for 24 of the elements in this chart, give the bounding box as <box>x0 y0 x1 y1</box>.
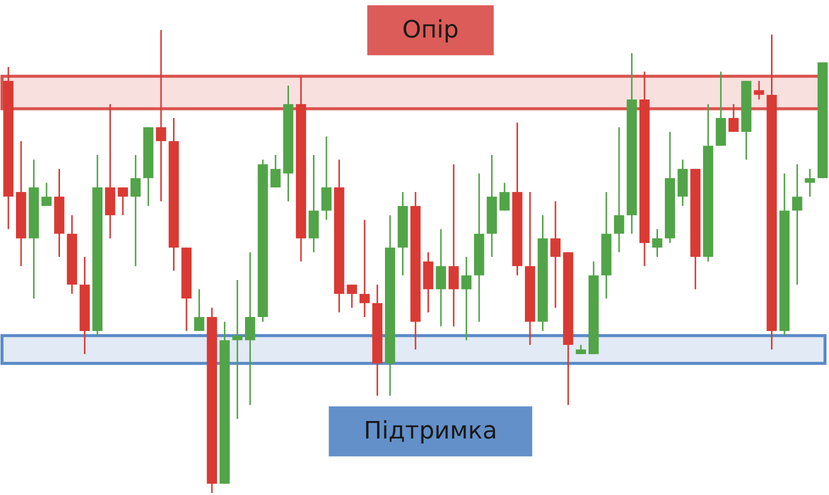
candlestick <box>130 154 141 267</box>
candlestick <box>804 168 816 198</box>
candlestick <box>652 228 662 258</box>
candlestick <box>614 126 624 253</box>
candlestick <box>346 284 357 309</box>
candlestick <box>156 29 166 202</box>
band-label: Опір <box>402 16 459 44</box>
candlestick <box>118 186 128 216</box>
candlestick <box>41 182 52 207</box>
candlestick <box>792 164 802 286</box>
candlestick <box>360 219 370 318</box>
candlestick <box>499 182 510 212</box>
candlestick <box>728 103 739 133</box>
candlestick <box>461 256 472 341</box>
candlestick <box>550 200 561 309</box>
candlestick <box>448 164 459 328</box>
candlestick <box>436 228 446 328</box>
candlestick <box>232 279 242 420</box>
band-label: Підтримка <box>364 416 498 445</box>
candlestick <box>245 251 256 406</box>
candlestick <box>321 136 332 221</box>
candlestick <box>194 288 204 332</box>
candlestick <box>754 80 764 100</box>
candlestick <box>270 154 281 188</box>
